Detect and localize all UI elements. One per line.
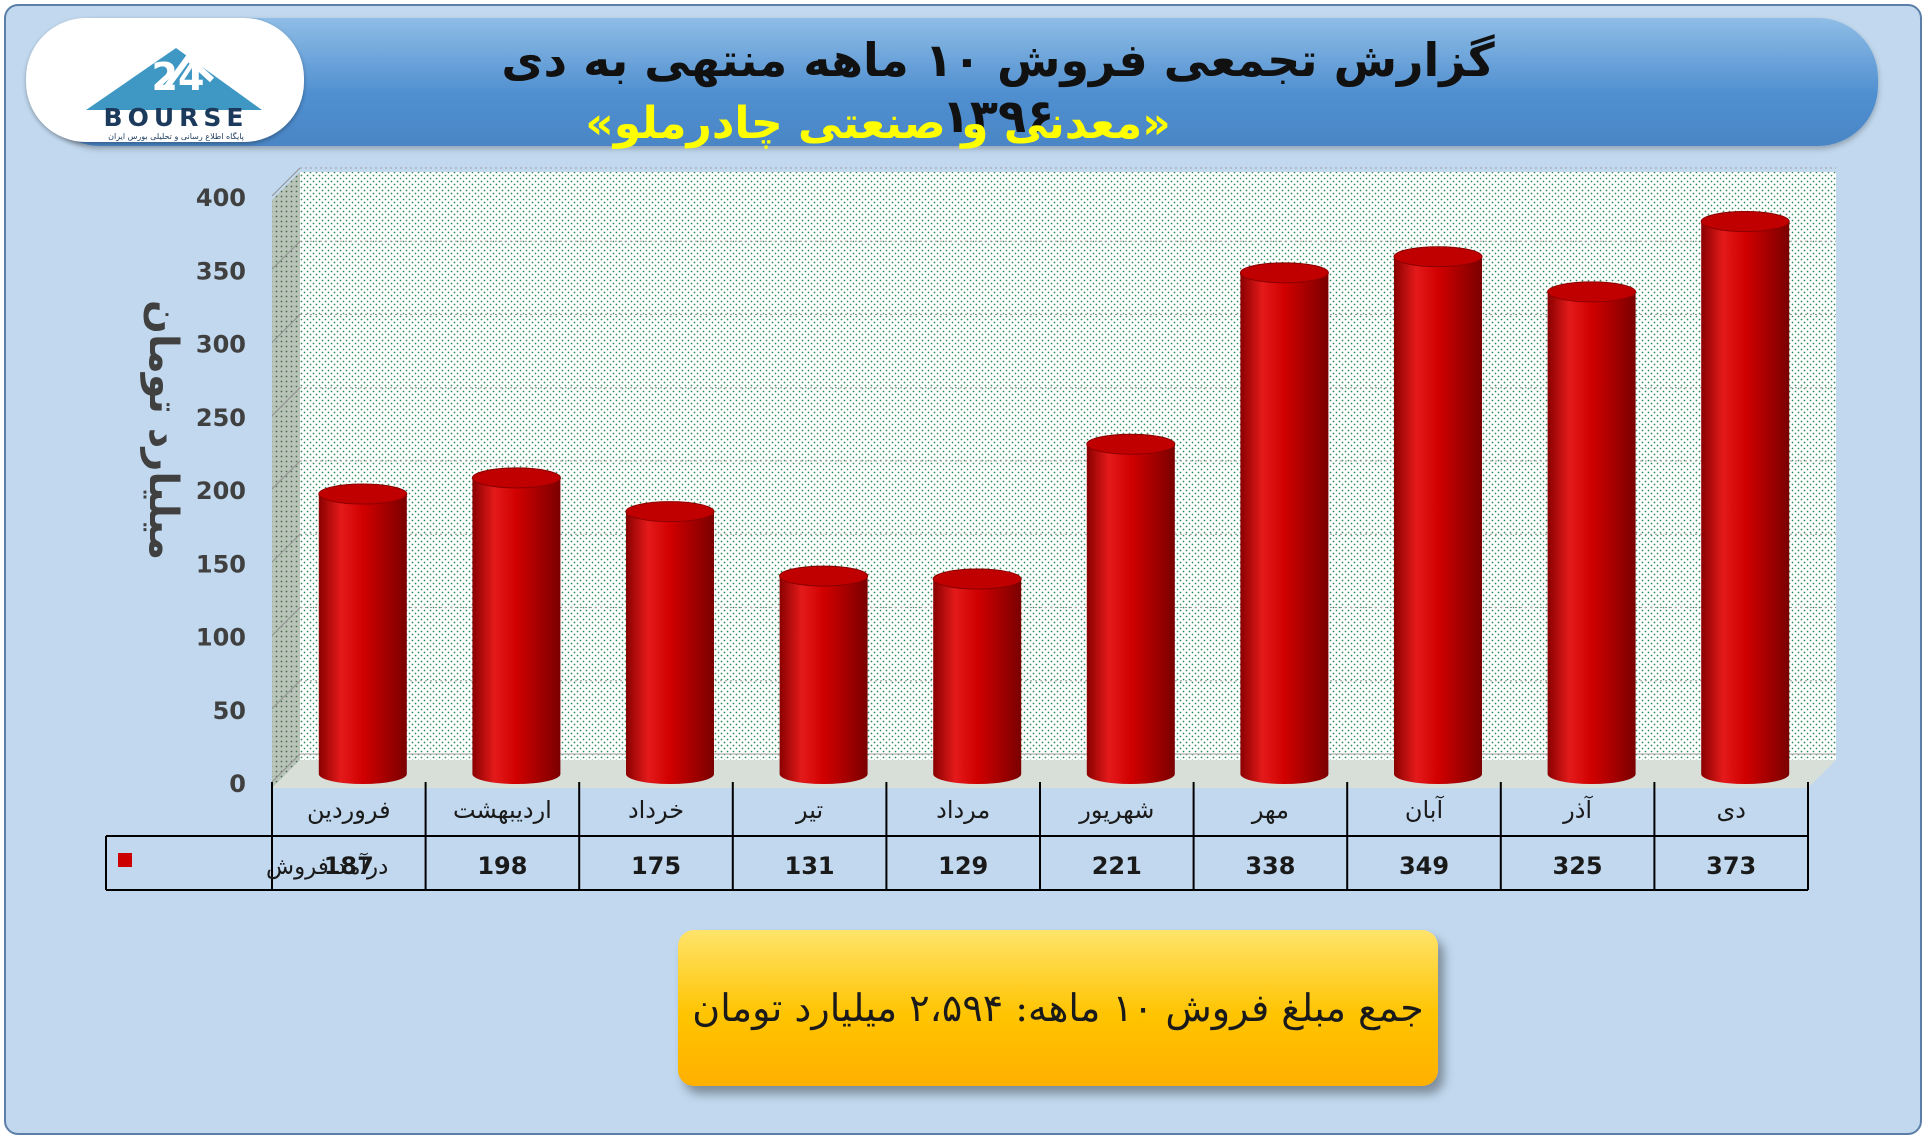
gridline-side [271, 387, 301, 417]
data-label: 131 [785, 852, 835, 880]
data-label: 187 [324, 852, 374, 880]
bar-body [318, 494, 407, 784]
y-tick-label: 400 [196, 184, 246, 212]
bar-body [626, 511, 714, 784]
category-label: آبان [1405, 795, 1445, 824]
bar-body [1240, 272, 1329, 784]
bar-top [1086, 433, 1176, 455]
bar-top [318, 483, 408, 505]
bar-body [933, 579, 1022, 784]
summary-box: جمع مبلغ فروش ۱۰ ماهه: ۲،۵۹۴ میلیارد توم… [678, 930, 1438, 1086]
data-label: 221 [1092, 852, 1142, 880]
bourse24-logo: 24 BOURSE پایگاه اطلاع رسانی و تحلیلی بو… [26, 18, 304, 142]
legend-label: درآمد فروش [266, 852, 388, 880]
legend-swatch [118, 853, 132, 867]
y-tick-label: 250 [196, 404, 246, 432]
y-axis-label: میلیارد تومان [140, 300, 186, 560]
data-label: 325 [1553, 852, 1603, 880]
logo-graphic: 24 BOURSE پایگاه اطلاع رسانی و تحلیلی بو… [86, 48, 262, 141]
y-tick-label: 200 [196, 477, 246, 505]
gridline-side [271, 240, 301, 270]
bar-top [1547, 281, 1637, 303]
gridline-side [271, 533, 301, 563]
category-label: خرداد [628, 796, 684, 824]
data-label: 373 [1706, 852, 1756, 880]
category-label: مرداد [936, 796, 990, 824]
data-label: 338 [1245, 852, 1295, 880]
bar [779, 565, 869, 784]
data-table: فروردین اردیبهشت خرداد تیر مرداد شهریور مهر آبا… [105, 782, 1809, 891]
bar-top [1700, 211, 1790, 233]
bar-body [779, 576, 868, 784]
bar [318, 483, 408, 784]
category-label: مهر [1251, 796, 1289, 824]
bar [1547, 281, 1637, 784]
bar-top [625, 501, 715, 523]
summary-text: جمع مبلغ فروش ۱۰ ماهه: ۲،۵۹۴ میلیارد توم… [692, 986, 1424, 1030]
chart-title: گزارش تجمعی فروش ۱۰ ماهه منتهی به دی ۱۳۹… [501, 33, 1495, 143]
category-label: تیر [795, 796, 823, 824]
bar-body [1086, 444, 1175, 784]
y-tick-label: 300 [196, 331, 246, 359]
gridline-side [271, 314, 301, 343]
data-label: 198 [477, 852, 527, 880]
bar [1086, 433, 1176, 784]
data-label: 175 [631, 852, 681, 880]
logo-wordmark: BOURSE [104, 103, 249, 132]
bar-top [471, 467, 561, 489]
category-label: آذر [1562, 795, 1593, 824]
data-label: 349 [1399, 852, 1449, 880]
bar-body [1547, 291, 1636, 784]
gridline-side [271, 460, 301, 490]
gridline-side [271, 167, 301, 197]
bar [471, 467, 561, 784]
bar-top [1393, 246, 1483, 268]
bars [318, 211, 1790, 785]
logo-tagline: پایگاه اطلاع رسانی و تحلیلی بورس ایران [108, 131, 244, 141]
bar [932, 568, 1022, 784]
bar-body [472, 477, 561, 784]
chart-subtitle: «معدنی و صنعتی چادرملو» [585, 98, 1171, 149]
y-tick-label: 0 [229, 770, 246, 798]
category-label: دی [1716, 796, 1745, 824]
y-tick-label: 100 [196, 624, 246, 652]
category-label: فروردین [307, 796, 391, 824]
data-label: 129 [938, 852, 988, 880]
bar-top [779, 565, 869, 587]
bar [1393, 246, 1483, 785]
category-label: شهریور [1078, 796, 1154, 824]
bar-top [1239, 262, 1329, 284]
title-banner: گزارش تجمعی فروش ۱۰ ماهه منتهی به دی ۱۳۹… [40, 18, 1878, 149]
y-tick-label: 50 [213, 697, 246, 725]
bar-body [1394, 256, 1482, 785]
gridline-side [271, 753, 301, 783]
gridline-side [271, 680, 301, 710]
logo-stroke [163, 53, 215, 90]
bar [625, 501, 715, 784]
y-axis: 0 50 100 150 200 250 300 350 400 [196, 184, 246, 798]
gridline-side [271, 607, 301, 636]
bar-body [1701, 221, 1790, 784]
bar [1239, 262, 1329, 784]
category-label: اردیبهشت [453, 796, 552, 824]
logo-mark: 24 [152, 55, 205, 99]
plot-side-wall [272, 172, 300, 788]
bar-top [932, 568, 1022, 590]
y-tick-label: 350 [196, 257, 246, 285]
bar [1700, 211, 1790, 784]
y-tick-label: 150 [196, 550, 246, 578]
